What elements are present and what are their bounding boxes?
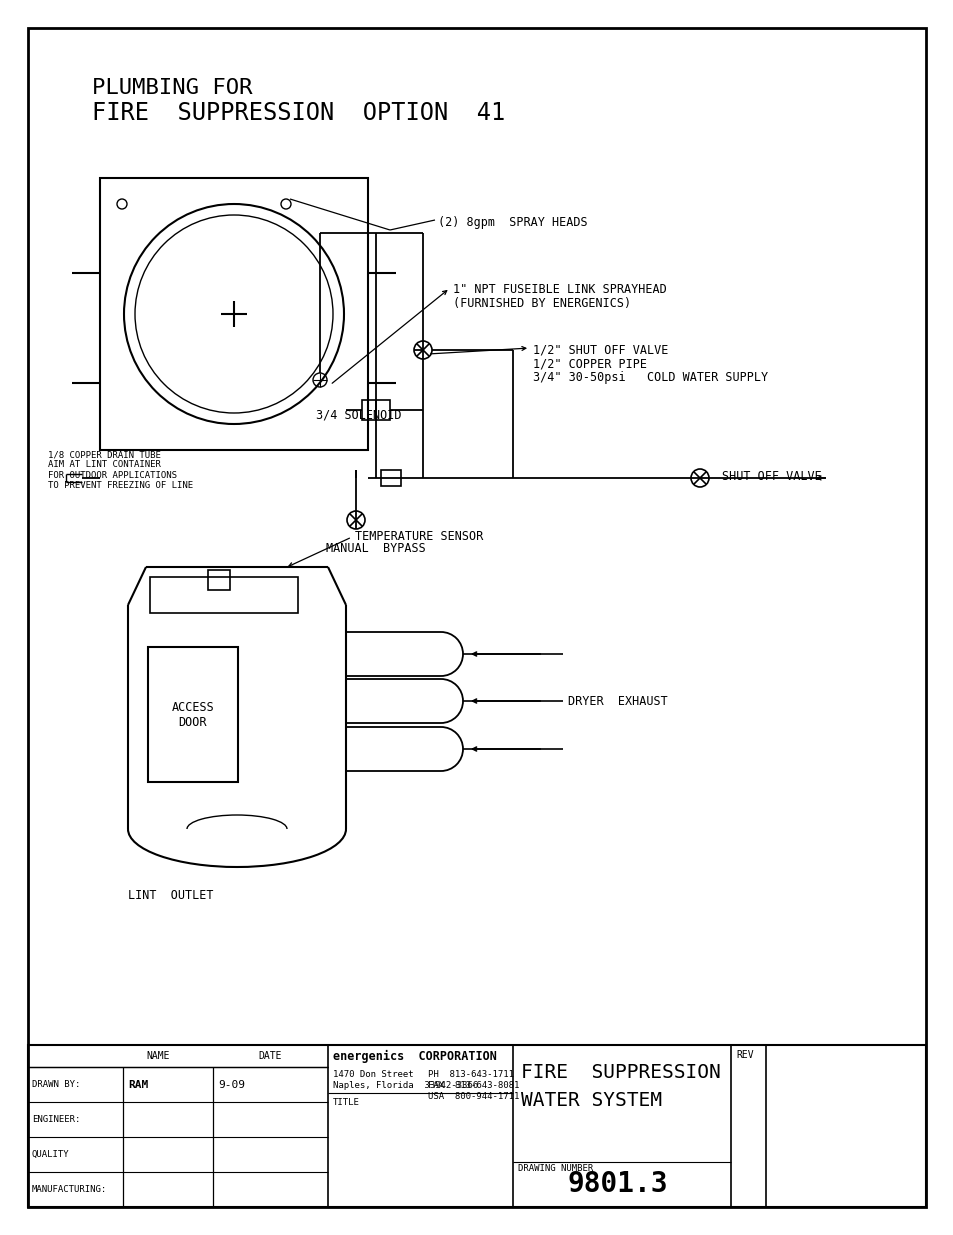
Text: ENGINEER:: ENGINEER: bbox=[32, 1115, 80, 1124]
Text: 3/4" 30-50psi   COLD WATER SUPPLY: 3/4" 30-50psi COLD WATER SUPPLY bbox=[533, 370, 767, 384]
Text: 9801.3: 9801.3 bbox=[567, 1171, 668, 1198]
Circle shape bbox=[414, 341, 432, 359]
Text: FAX  813-643-8081: FAX 813-643-8081 bbox=[428, 1081, 518, 1091]
Text: (2) 8gpm  SPRAY HEADS: (2) 8gpm SPRAY HEADS bbox=[437, 216, 587, 228]
Text: 1470 Don Street: 1470 Don Street bbox=[333, 1070, 414, 1079]
Text: DRYER  EXHAUST: DRYER EXHAUST bbox=[567, 694, 667, 708]
Text: USA  800-944-1711: USA 800-944-1711 bbox=[428, 1092, 518, 1100]
Text: DRAWING NUMBER: DRAWING NUMBER bbox=[517, 1165, 593, 1173]
Text: ACCESS
DOOR: ACCESS DOOR bbox=[172, 700, 214, 729]
Text: TEMPERATURE SENSOR: TEMPERATURE SENSOR bbox=[355, 530, 483, 543]
Text: 1/8 COPPER DRAIN TUBE
AIM AT LINT CONTAINER
FOR OUTDOOR APPLICATIONS
TO PREVENT : 1/8 COPPER DRAIN TUBE AIM AT LINT CONTAI… bbox=[48, 450, 193, 490]
Bar bbox=[380, 471, 400, 487]
Text: FIRE  SUPPRESSION: FIRE SUPPRESSION bbox=[520, 1063, 720, 1083]
Bar bbox=[361, 400, 390, 420]
Text: WATER SYSTEM: WATER SYSTEM bbox=[520, 1091, 661, 1109]
Text: energenics  CORPORATION: energenics CORPORATION bbox=[333, 1050, 497, 1063]
Circle shape bbox=[690, 469, 708, 487]
Bar bbox=[148, 647, 237, 782]
Text: QUALITY: QUALITY bbox=[32, 1150, 70, 1158]
Text: 1/2" COPPER PIPE: 1/2" COPPER PIPE bbox=[533, 357, 646, 370]
Text: (FURNISHED BY ENERGENICS): (FURNISHED BY ENERGENICS) bbox=[453, 296, 631, 310]
Text: RAM: RAM bbox=[128, 1079, 148, 1089]
Circle shape bbox=[347, 511, 365, 529]
Text: PH  813-643-1711: PH 813-643-1711 bbox=[428, 1070, 514, 1079]
Bar bbox=[208, 571, 230, 590]
Text: 3/4 SOLENOID: 3/4 SOLENOID bbox=[315, 408, 401, 421]
Text: DRAWN BY:: DRAWN BY: bbox=[32, 1079, 80, 1089]
Text: Naples, Florida  33942-3366: Naples, Florida 33942-3366 bbox=[333, 1081, 477, 1091]
Text: 9-09: 9-09 bbox=[218, 1079, 245, 1089]
Bar bbox=[28, 1045, 925, 1207]
Text: MANUAL  BYPASS: MANUAL BYPASS bbox=[326, 542, 425, 555]
Text: REV: REV bbox=[735, 1050, 753, 1060]
Text: NAME: NAME bbox=[146, 1051, 170, 1061]
Text: 1" NPT FUSEIBLE LINK SPRAYHEAD: 1" NPT FUSEIBLE LINK SPRAYHEAD bbox=[453, 283, 666, 296]
Text: LINT  OUTLET: LINT OUTLET bbox=[128, 889, 213, 902]
Text: PLUMBING FOR: PLUMBING FOR bbox=[91, 78, 253, 98]
Text: TITLE: TITLE bbox=[333, 1098, 359, 1107]
Text: 1/2" SHUT OFF VALVE: 1/2" SHUT OFF VALVE bbox=[533, 343, 668, 356]
Bar bbox=[150, 577, 297, 613]
Bar bbox=[100, 178, 368, 450]
Text: DATE: DATE bbox=[258, 1051, 282, 1061]
Text: FIRE  SUPPRESSION  OPTION  41: FIRE SUPPRESSION OPTION 41 bbox=[91, 101, 505, 125]
Text: SHUT OFF VALVE: SHUT OFF VALVE bbox=[721, 471, 821, 483]
Text: MANUFACTURING:: MANUFACTURING: bbox=[32, 1186, 107, 1194]
